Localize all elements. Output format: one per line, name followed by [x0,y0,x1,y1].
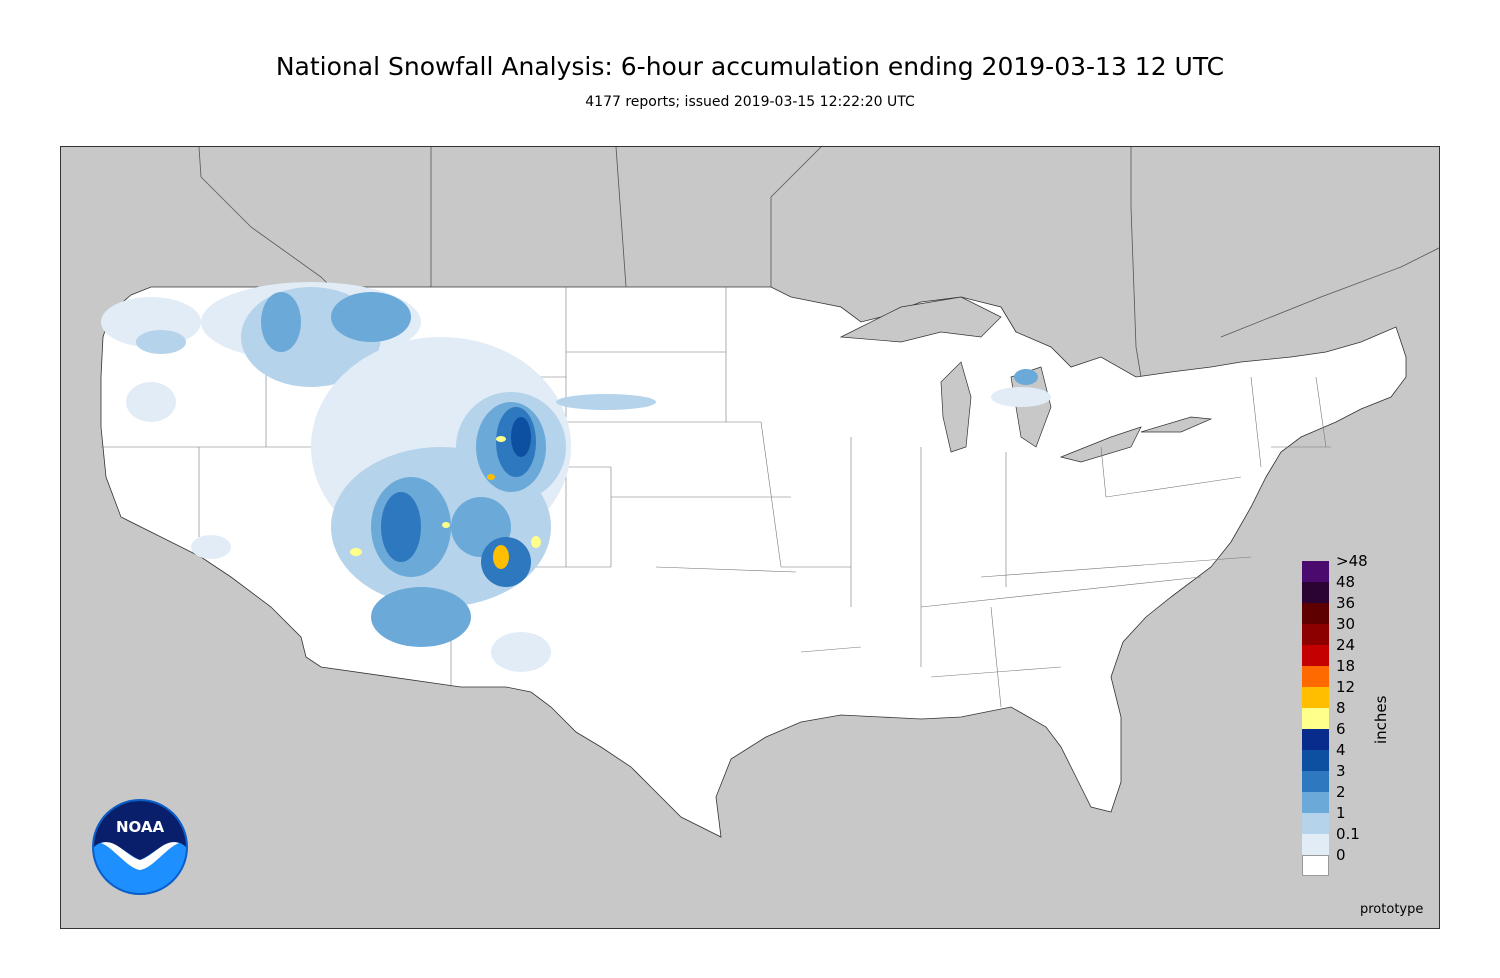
legend-label: 4 [1336,741,1346,759]
legend-label: 0 [1336,846,1346,864]
map-subtitle: 4177 reports; issued 2019-03-15 12:22:20… [585,94,915,110]
legend-label: 0.1 [1336,825,1360,843]
legend-label: >48 [1336,552,1368,570]
legend-label: 3 [1336,762,1346,780]
map-title: National Snowfall Analysis: 6-hour accum… [275,52,1225,81]
legend-swatch [1302,708,1329,729]
legend-swatch [1302,834,1329,855]
legend-swatch [1302,603,1329,624]
legend-swatch [1302,855,1329,876]
legend-label: 12 [1336,678,1356,696]
legend-swatch [1302,771,1329,792]
legend-label: 2 [1336,783,1346,801]
noaa-logo: NOAA [91,798,189,896]
legend-swatch [1302,561,1329,582]
legend-label: 1 [1336,804,1346,822]
legend-swatch [1302,750,1329,771]
prototype-label: prototype [1360,902,1424,917]
noaa-logo-text: NOAA [116,818,165,836]
heavy-snow-spots [350,436,541,569]
canada-border-lines [198,147,1439,378]
legend-label: 18 [1336,657,1356,675]
noaa-logo-icon: NOAA [92,799,188,895]
snowfall-map [100,147,1439,838]
legend-swatch [1302,645,1329,666]
map-panel [60,146,1440,929]
legend-swatch [1302,729,1329,750]
legend-swatch [1302,666,1329,687]
legend-label: 8 [1336,699,1346,717]
legend-label: 24 [1336,636,1356,654]
legend-units-label: inches [1372,695,1390,744]
legend-label: 30 [1336,615,1356,633]
legend-label: 6 [1336,720,1346,738]
legend-swatch [1302,582,1329,603]
legend-label: 48 [1336,573,1356,591]
snowfall-shading [101,282,1051,672]
legend-swatch [1302,792,1329,813]
legend-swatch [1302,813,1329,834]
legend-swatch [1302,624,1329,645]
legend-swatch [1302,687,1329,708]
legend-label: 36 [1336,594,1356,612]
